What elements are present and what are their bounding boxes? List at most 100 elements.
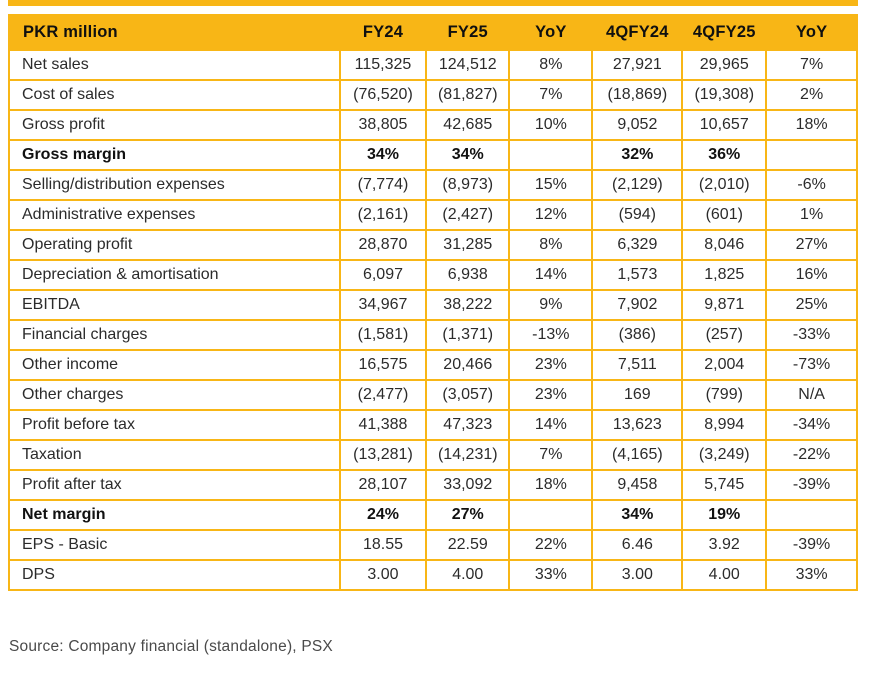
row-value: 34% xyxy=(425,139,511,171)
table-row: Cost of sales (76,520) (81,827) 7% (18,869)(… xyxy=(8,79,858,111)
row-value: 18.55 xyxy=(338,529,428,561)
row-value: 9,052 xyxy=(591,109,684,141)
header-4qfy25: 4QFY25 xyxy=(681,14,768,51)
row-value: 33,092 xyxy=(425,469,511,501)
row-label: EBITDA xyxy=(8,289,341,321)
row-value: (18,869) xyxy=(591,79,684,111)
row-label: Profit after tax xyxy=(8,469,341,501)
table-row: Selling/distribution expenses (7,774) (8,9… xyxy=(8,169,858,201)
row-value: 9,871 xyxy=(681,289,768,321)
row-value: (601) xyxy=(681,199,768,231)
row-value: (76,520) xyxy=(338,79,428,111)
row-value: 8% xyxy=(508,229,594,261)
row-value: (2,161) xyxy=(338,199,428,231)
table-row: Gross profit 38,805 42,685 10% 9,052 10,657 18… xyxy=(8,109,858,141)
row-value: -34% xyxy=(765,409,858,441)
financial-table-container: PKR million FY24 FY25 YoY 4QFY24 4QFY25 … xyxy=(8,14,858,591)
row-value: -39% xyxy=(765,469,858,501)
top-accent-bar xyxy=(8,0,858,6)
row-value: (8,973) xyxy=(425,169,511,201)
row-value: -13% xyxy=(508,319,594,351)
row-value: (2,477) xyxy=(338,379,428,411)
table-row: Taxation (13,281) (14,231) 7% (4,165) (3,249)… xyxy=(8,439,858,471)
row-value: 15% xyxy=(508,169,594,201)
row-label: Profit before tax xyxy=(8,409,341,441)
row-value: 10,657 xyxy=(681,109,768,141)
row-value: 28,870 xyxy=(338,229,428,261)
row-value: (81,827) xyxy=(425,79,511,111)
row-value: 6,329 xyxy=(591,229,684,261)
row-value: 169 xyxy=(591,379,684,411)
row-value: 6.46 xyxy=(591,529,684,561)
row-value: 13,623 xyxy=(591,409,684,441)
row-value: 5,745 xyxy=(681,469,768,501)
row-value: 22% xyxy=(508,529,594,561)
row-value: 32% xyxy=(591,139,684,171)
header-pkr-million: PKR million xyxy=(8,14,341,51)
table-row: Administrative expenses (2,161) (2,427) 12%… xyxy=(8,199,858,231)
header-yoy-quarter: YoY xyxy=(765,14,858,51)
table-row: Profit before tax 41,388 47,323 14% 13,623 8,… xyxy=(8,409,858,441)
row-value: 8% xyxy=(508,49,594,81)
row-value: 47,323 xyxy=(425,409,511,441)
row-value: (1,371) xyxy=(425,319,511,351)
table-row: Depreciation & amortisation 6,097 6,938 14%… xyxy=(8,259,858,291)
row-label: Administrative expenses xyxy=(8,199,341,231)
row-value: 38,222 xyxy=(425,289,511,321)
row-value: 7,511 xyxy=(591,349,684,381)
row-value: (3,249) xyxy=(681,439,768,471)
row-value: 33% xyxy=(765,559,858,591)
row-value: 16,575 xyxy=(338,349,428,381)
row-value: (799) xyxy=(681,379,768,411)
row-label: Cost of sales xyxy=(8,79,341,111)
table-row: Financial charges (1,581) (1,371) -13% (386)… xyxy=(8,319,858,351)
row-value: -22% xyxy=(765,439,858,471)
row-value: 34,967 xyxy=(338,289,428,321)
row-value: 33% xyxy=(508,559,594,591)
row-value: 22.59 xyxy=(425,529,511,561)
row-value: (257) xyxy=(681,319,768,351)
header-fy25: FY25 xyxy=(425,14,511,51)
row-value: 2% xyxy=(765,79,858,111)
row-value: 36% xyxy=(681,139,768,171)
row-value: (2,129) xyxy=(591,169,684,201)
table-row: DPS 3.00 4.00 33% 3.00 4.00 33% xyxy=(8,559,858,591)
row-value: (14,231) xyxy=(425,439,511,471)
row-value: 25% xyxy=(765,289,858,321)
table-row: Other income 16,575 20,466 23% 7,511 2,004 -73… xyxy=(8,349,858,381)
row-value xyxy=(765,499,858,531)
row-value: 16% xyxy=(765,259,858,291)
row-value: 18% xyxy=(765,109,858,141)
row-value: (2,010) xyxy=(681,169,768,201)
row-value: (7,774) xyxy=(338,169,428,201)
table-row: EBITDA 34,967 38,222 9% 7,902 9,871 25% xyxy=(8,289,858,321)
row-value: (3,057) xyxy=(425,379,511,411)
row-value: (2,427) xyxy=(425,199,511,231)
row-value: 7% xyxy=(508,79,594,111)
row-value: 9,458 xyxy=(591,469,684,501)
row-value: 7% xyxy=(765,49,858,81)
row-label: Taxation xyxy=(8,439,341,471)
header-yoy-annual: YoY xyxy=(508,14,594,51)
header-4qfy24: 4QFY24 xyxy=(591,14,684,51)
row-value: 10% xyxy=(508,109,594,141)
row-value: 3.00 xyxy=(591,559,684,591)
row-value: (386) xyxy=(591,319,684,351)
table-row: Gross margin 34% 34% 32% 36% xyxy=(8,139,858,171)
row-value xyxy=(508,499,594,531)
row-label: Net sales xyxy=(8,49,341,81)
row-value: 27% xyxy=(425,499,511,531)
financial-table: PKR million FY24 FY25 YoY 4QFY24 4QFY25 … xyxy=(8,14,858,591)
row-value: 28,107 xyxy=(338,469,428,501)
row-value: -73% xyxy=(765,349,858,381)
row-value: 6,938 xyxy=(425,259,511,291)
row-value: 3.92 xyxy=(681,529,768,561)
row-label: Gross profit xyxy=(8,109,341,141)
row-value: 7,902 xyxy=(591,289,684,321)
table-row: EPS - Basic 18.55 22.59 22% 6.46 3.92 -39% xyxy=(8,529,858,561)
row-value: 7% xyxy=(508,439,594,471)
row-value: 4.00 xyxy=(425,559,511,591)
table-row: Other charges (2,477) (3,057) 23% 169 (799) N/… xyxy=(8,379,858,411)
row-value: 2,004 xyxy=(681,349,768,381)
row-label: Gross margin xyxy=(8,139,341,171)
